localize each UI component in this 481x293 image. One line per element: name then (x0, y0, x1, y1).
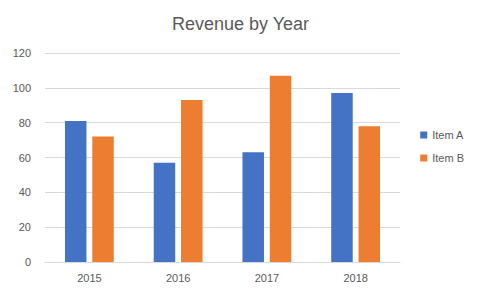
svg-text:0: 0 (25, 256, 31, 268)
svg-text:2016: 2016 (166, 272, 190, 284)
svg-text:120: 120 (13, 47, 31, 59)
svg-text:40: 40 (19, 186, 31, 198)
svg-text:2017: 2017 (255, 272, 279, 284)
svg-text:Item A: Item A (432, 129, 464, 141)
svg-text:2015: 2015 (77, 272, 101, 284)
svg-text:20: 20 (19, 221, 31, 233)
svg-text:80: 80 (19, 117, 31, 129)
svg-text:Revenue by Year: Revenue by Year (172, 14, 309, 34)
svg-text:2018: 2018 (343, 272, 367, 284)
svg-text:100: 100 (13, 82, 31, 94)
svg-text:Item B: Item B (432, 152, 464, 164)
svg-text:60: 60 (19, 152, 31, 164)
